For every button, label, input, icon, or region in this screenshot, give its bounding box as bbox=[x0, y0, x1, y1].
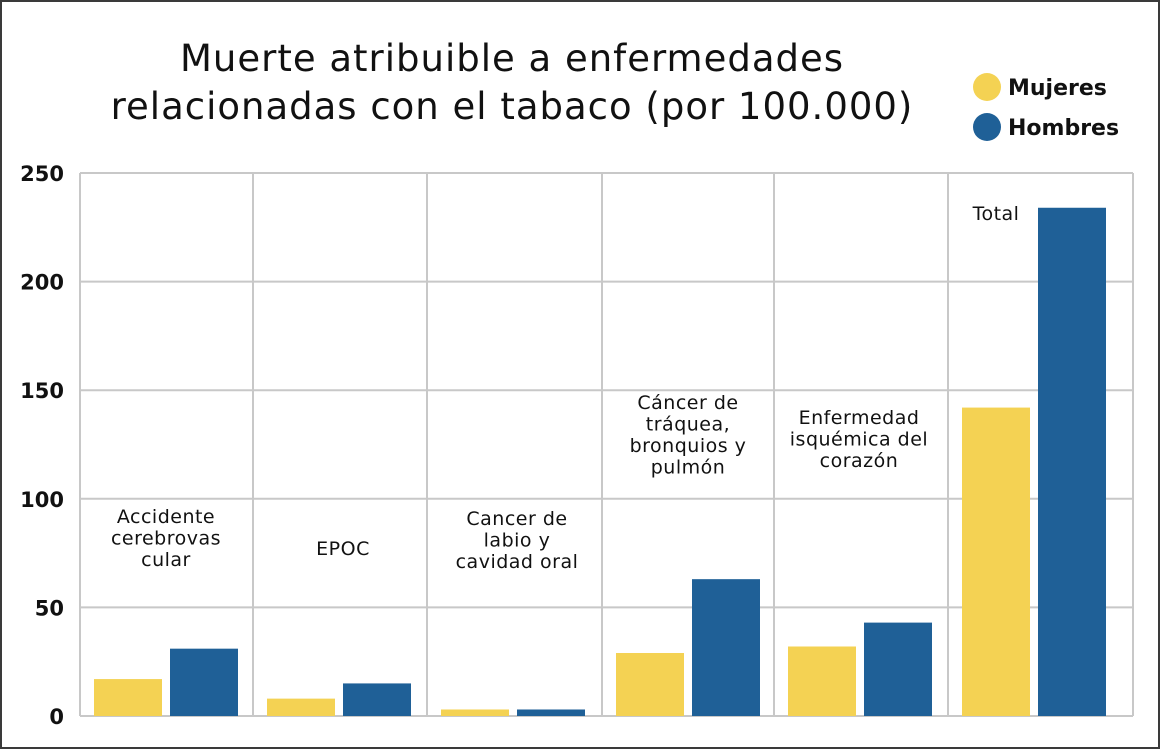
category-label-line: Accidente bbox=[117, 506, 215, 528]
category-label-line: Enfermedad bbox=[799, 407, 920, 429]
chart-title-line: relacionadas con el tabaco (por 100.000) bbox=[111, 85, 914, 128]
bar-hombres bbox=[1038, 207, 1106, 716]
bar-hombres bbox=[692, 579, 760, 716]
bar-mujeres bbox=[962, 407, 1030, 716]
category-label-line: cerebrovas bbox=[111, 528, 221, 550]
category-label-line: corazón bbox=[820, 450, 899, 472]
category-label-line: labio y bbox=[484, 530, 551, 552]
y-tick-label: 250 bbox=[20, 162, 64, 186]
bar-mujeres bbox=[788, 646, 856, 716]
category-label-line: EPOC bbox=[316, 538, 370, 560]
legend: Mujeres Hombres bbox=[973, 73, 1119, 141]
labels-layer: 0 50 100 150 200 250 Accidente cerebrovas cular E… bbox=[20, 162, 1019, 729]
y-tick-label: 0 bbox=[49, 705, 64, 729]
legend-label-hombres: Hombres bbox=[1008, 116, 1119, 141]
category-label-line: Cáncer de bbox=[637, 392, 738, 414]
legend-marker-mujeres bbox=[973, 73, 1001, 101]
category-label-line: isquémica del bbox=[790, 429, 928, 451]
bar-mujeres bbox=[616, 653, 684, 716]
bar-hombres bbox=[864, 622, 932, 716]
y-tick-label: 200 bbox=[20, 271, 64, 295]
category-label-line: cular bbox=[141, 549, 191, 571]
bar-mujeres bbox=[94, 679, 162, 716]
legend-label-mujeres: Mujeres bbox=[1008, 76, 1107, 101]
y-tick-label: 100 bbox=[20, 488, 64, 512]
category-label-line: tráquea, bbox=[646, 414, 730, 436]
category-label-line: Total bbox=[972, 203, 1020, 225]
bar-hombres bbox=[170, 648, 238, 716]
bar-hombres bbox=[517, 709, 585, 716]
category-label: Accidente cerebrovas cular bbox=[111, 506, 221, 571]
grid-layer bbox=[79, 172, 1134, 717]
category-label: Cancer de labio y cavidad oral bbox=[456, 508, 579, 573]
y-tick-label: 150 bbox=[20, 379, 64, 403]
category-label: Enfermedad isquémica del corazón bbox=[790, 407, 928, 472]
category-label-line: pulmón bbox=[651, 457, 726, 479]
bar-mujeres bbox=[441, 709, 509, 716]
legend-marker-hombres bbox=[973, 113, 1001, 141]
bar-hombres bbox=[343, 683, 411, 716]
y-tick-label: 50 bbox=[35, 596, 64, 620]
chart-title: Muerte atribuible a enfermedades relacion… bbox=[111, 37, 914, 128]
bar-mujeres bbox=[267, 698, 335, 716]
category-label-line: Cancer de bbox=[466, 508, 567, 530]
category-label: Total bbox=[972, 203, 1020, 225]
bars-layer bbox=[94, 207, 1106, 716]
category-label-line: bronquios y bbox=[630, 435, 747, 457]
category-label: Cáncer de tráquea, bronquios y pulmón bbox=[630, 392, 747, 479]
category-label-line: cavidad oral bbox=[456, 551, 579, 573]
chart-title-line: Muerte atribuible a enfermedades bbox=[180, 37, 844, 80]
category-label: EPOC bbox=[316, 538, 370, 560]
